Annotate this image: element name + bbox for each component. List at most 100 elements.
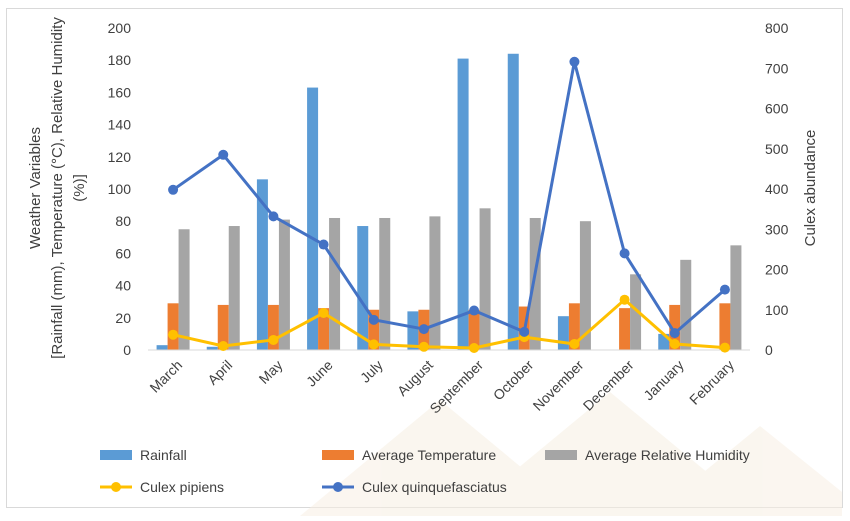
bar-rainfall [407,311,419,350]
legend-label: Culex quinquefasciatus [362,479,507,495]
watermark [300,392,842,516]
point-culex-pipiens [218,340,229,351]
legend-marker [111,482,121,492]
left-tick-label: 160 [108,84,132,100]
x-tick-label: May [256,357,286,387]
left-tick-label: 60 [115,245,131,261]
point-culex-pipiens [569,338,580,349]
bar-average-temperature [719,303,731,350]
left-tick-label: 140 [108,117,132,133]
x-tick-label: February [686,357,737,408]
bar-rainfall [557,316,569,350]
line-culex-pipiens [172,298,726,350]
legend: Rainfall Average Temperature Average Relat… [100,447,750,495]
bar-average-temperature [619,308,631,350]
bar-average-relative-humidity [329,217,341,350]
bar-rainfall [658,333,670,350]
line-culex-quinquefasciatus [172,60,726,335]
bar-average-relative-humidity [479,208,491,350]
left-axis-title-line3: (%)] [71,174,88,202]
right-tick-label: 400 [765,181,789,197]
bar-rainfall [256,179,268,350]
bar-rainfall [206,346,218,350]
right-tick-label: 600 [765,101,789,117]
bar-average-relative-humidity [730,245,742,350]
point-culex-quinquefasciatus [218,149,229,160]
left-axis-title-line2: [Rainfall (mm), Temperature (°C), Relati… [49,17,66,359]
right-tick-label: 800 [765,20,789,36]
left-tick-label: 180 [108,52,132,68]
bar-average-relative-humidity [579,221,591,350]
bar-average-temperature [167,303,179,350]
point-culex-pipiens [318,307,329,318]
bar-average-relative-humidity [178,229,190,350]
x-tick-label: July [357,357,386,386]
legend-marker [333,482,343,492]
bar-layer [156,53,742,351]
point-culex-quinquefasciatus [519,326,530,337]
left-tick-label: 40 [115,278,131,294]
legend-label: Culex pipiens [140,479,224,495]
left-tick-label: 200 [108,20,132,36]
right-tick-label: 100 [765,302,789,318]
legend-label: Rainfall [140,447,187,463]
right-axis-title: Culex abundance [802,130,819,247]
x-tick-label: August [394,357,436,399]
point-culex-quinquefasciatus [469,305,480,316]
x-tick-label: March [146,357,185,396]
x-tick-label: January [640,357,687,404]
left-axis-ticks: 0 20 40 60 80 100 120 140 160 180 200 [108,20,132,358]
bar-average-relative-humidity [529,217,541,350]
left-tick-label: 120 [108,149,132,165]
point-culex-pipiens [418,341,429,352]
point-culex-pipiens [469,342,480,353]
point-culex-quinquefasciatus [168,184,179,195]
point-culex-quinquefasciatus [569,56,580,67]
bar-average-temperature [468,309,480,350]
bar-average-relative-humidity [630,274,642,350]
bar-average-temperature [217,304,229,350]
bar-average-temperature [318,308,330,350]
point-culex-quinquefasciatus [669,328,680,339]
right-tick-label: 300 [765,221,789,237]
point-culex-quinquefasciatus [619,248,630,259]
legend-swatch [545,450,577,460]
legend-swatch [100,450,132,460]
bar-rainfall [156,345,168,350]
x-tick-label: November [530,357,587,414]
right-tick-label: 0 [765,342,773,358]
point-culex-quinquefasciatus [268,211,279,222]
x-tick-label: September [426,357,486,417]
point-culex-quinquefasciatus [368,314,379,325]
left-tick-label: 20 [115,310,131,326]
point-culex-quinquefasciatus [318,239,329,250]
line-layer [168,56,730,353]
right-tick-label: 200 [765,262,789,278]
x-tick-label: April [204,357,235,388]
point-culex-pipiens [268,334,279,345]
legend-label: Average Relative Humidity [585,447,750,463]
right-axis-ticks: 0 100 200 300 400 500 600 700 800 [765,20,789,358]
bar-average-relative-humidity [228,226,240,350]
x-tick-label: October [490,357,537,404]
point-culex-pipiens [168,329,179,340]
point-culex-quinquefasciatus [719,284,730,295]
bar-rainfall [457,58,469,351]
bar-average-relative-humidity [680,259,692,350]
left-axis-title-line1: Weather Variables [27,127,44,249]
point-culex-quinquefasciatus [418,324,429,335]
bar-average-temperature [568,303,580,350]
legend-label: Average Temperature [362,447,496,463]
point-culex-pipiens [669,338,680,349]
point-culex-pipiens [619,294,630,305]
left-tick-label: 0 [123,342,131,358]
left-tick-label: 100 [108,181,132,197]
bar-average-temperature [368,309,380,350]
bar-average-relative-humidity [278,219,290,350]
point-culex-pipiens [719,342,730,353]
x-tick-label: June [303,357,336,390]
bar-average-temperature [267,304,279,350]
